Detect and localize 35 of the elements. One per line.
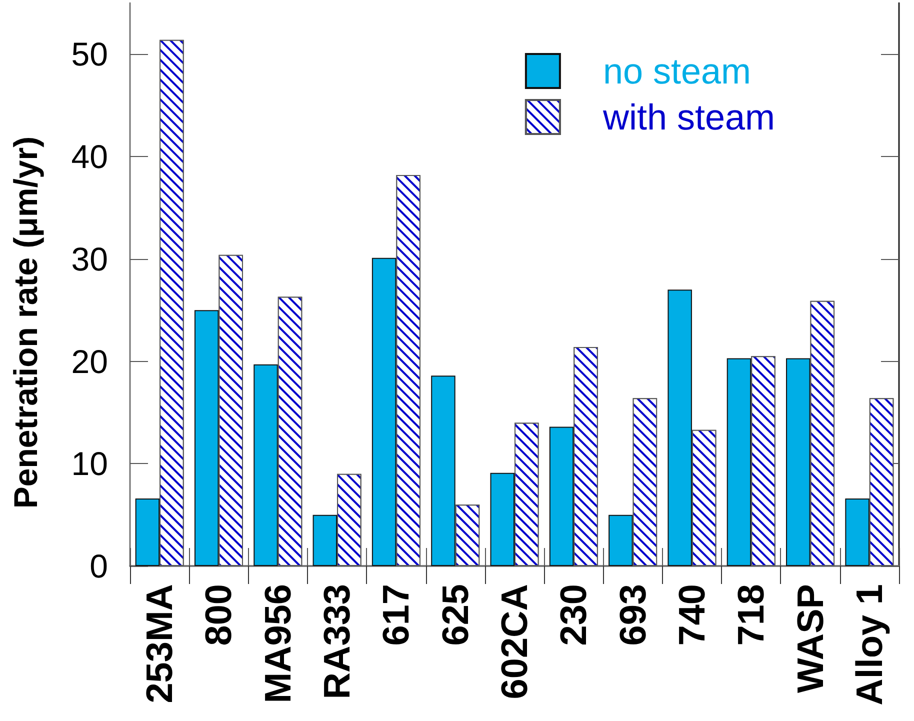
y-tick-label: 30 (71, 240, 108, 278)
x-tick-label: WASP (790, 584, 831, 693)
legend-label: with steam (602, 96, 776, 138)
y-tick-label: 40 (71, 138, 108, 176)
bar (312, 514, 338, 566)
x-tick-label: 617 (376, 584, 417, 646)
x-tick-label: 625 (434, 584, 476, 646)
bar (372, 258, 396, 566)
bar (668, 290, 692, 566)
x-tick-label: Alloy 1 (848, 584, 890, 706)
x-tick-label: RA333 (316, 584, 358, 700)
bar (845, 498, 870, 566)
x-tick-label: 800 (198, 584, 240, 646)
x-tick-label: 602CA (494, 584, 535, 700)
bar (135, 498, 160, 566)
legend-label: no steam (602, 50, 752, 92)
y-tick-label: 0 (90, 548, 108, 584)
x-tick-label: MA956 (257, 584, 298, 704)
x-tick-label: 718 (730, 584, 772, 646)
y-tick-label: 20 (71, 342, 108, 380)
x-tick-label: 740 (671, 584, 712, 646)
bar (194, 310, 219, 566)
bar (431, 376, 456, 566)
bar (786, 358, 810, 566)
y-tick-label: 50 (71, 36, 108, 73)
y-tick-label: 10 (71, 445, 108, 482)
bar (726, 358, 752, 566)
x-tick-label: 230 (553, 584, 594, 646)
bar (490, 472, 514, 566)
x-tick-label: 253MA (139, 584, 180, 704)
bar (254, 364, 278, 566)
y-axis-title: Penetration rate (μm/yr) (7, 136, 44, 509)
x-tick-label: 693 (612, 584, 654, 646)
bar (608, 514, 633, 566)
bar (549, 426, 574, 566)
